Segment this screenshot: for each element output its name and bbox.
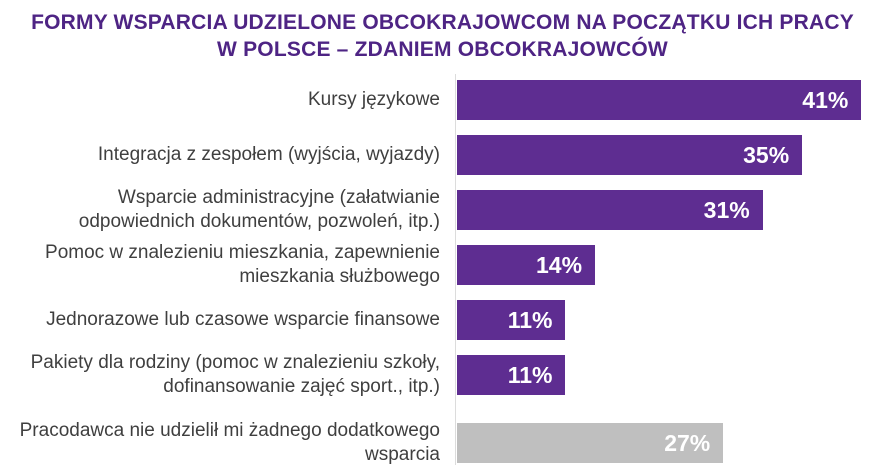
bar: 35% (457, 134, 803, 175)
value-label: 27% (664, 429, 711, 456)
chart-row: Pomoc w znalezieniu mieszkania, zapewnie… (0, 237, 885, 292)
chart-row: Jednorazowe lub czasowe wsparcie finanso… (0, 292, 885, 347)
value-label: 14% (536, 251, 583, 278)
bar-track: 31% (457, 189, 885, 230)
chart-title-line-1: FORMY WSPARCIA UDZIELONE OBCOKRAJOWCOM N… (31, 11, 854, 34)
bar: 14% (457, 244, 596, 285)
bar: 11% (457, 299, 566, 340)
bar: 27% (457, 422, 724, 463)
axis-baseline (455, 74, 456, 465)
value-label: 41% (802, 86, 849, 113)
category-label: Pracodawca nie udzielił mi żadnego dodat… (19, 419, 440, 465)
bar: 11% (457, 354, 566, 395)
value-label: 11% (507, 306, 553, 333)
category-label: Kursy językowe (308, 88, 440, 110)
chart-title: FORMY WSPARCIA UDZIELONE OBCOKRAJOWCOM N… (0, 0, 885, 63)
chart-row: Kursy językowe 41% (0, 72, 885, 127)
bar-track: 27% (457, 422, 885, 463)
category-label: Wsparcie administracyjne (załatwianie od… (78, 186, 440, 232)
bar: 41% (457, 79, 862, 120)
value-label: 31% (703, 196, 750, 223)
category-label: Integracja z zespołem (wyjścia, wyjazdy) (97, 143, 440, 165)
bar-track: 41% (457, 79, 885, 120)
chart-title-line-2: W POLSCE – ZDANIEM OBCOKRAJOWCÓW (217, 38, 668, 61)
bar-track: 35% (457, 134, 885, 175)
category-label: Pomoc w znalezieniu mieszkania, zapewnie… (45, 241, 440, 287)
chart-row: Pracodawca nie udzielił mi żadnego dodat… (0, 415, 885, 470)
value-label: 35% (743, 141, 790, 168)
chart-row: Pakiety dla rodziny (pomoc w znalezieniu… (0, 347, 885, 402)
bar-track: 11% (457, 299, 885, 340)
category-label: Pakiety dla rodziny (pomoc w znalezieniu… (30, 351, 440, 397)
category-label: Jednorazowe lub czasowe wsparcie finanso… (46, 308, 440, 330)
chart-row: Wsparcie administracyjne (załatwianie od… (0, 182, 885, 237)
bar-track: 14% (457, 244, 885, 285)
bar-track: 11% (457, 354, 885, 395)
chart-row: Integracja z zespołem (wyjścia, wyjazdy)… (0, 127, 885, 182)
value-label: 11% (507, 361, 553, 388)
bar: 31% (457, 189, 763, 230)
chart-rows: Kursy językowe 41% Integracja z zespołem… (0, 72, 885, 470)
